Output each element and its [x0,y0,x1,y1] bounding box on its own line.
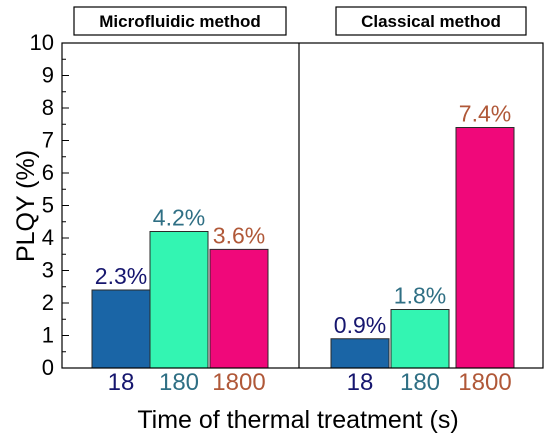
y-tick-label: 0 [42,355,54,380]
titles-layer: PLQY (%) Time of thermal treatment (s) Mic… [12,6,527,434]
ticks-layer: 18 180 1800 18 180 1800 0 1 2 3 4 5 6 7 8 9 10 [30,30,512,396]
data-label: 2.3% [95,263,147,289]
y-tick-label: 1 [42,323,54,348]
x-tick-label: 18 [347,369,374,396]
bars-layer [91,127,515,369]
y-tick-label: 5 [42,193,54,218]
bar [149,231,209,369]
panel-title: Microfluidic method [99,12,261,31]
bar [330,338,390,369]
bar [91,289,151,369]
bar [455,127,515,369]
y-tick-label: 3 [42,258,54,283]
x-tick-label: 180 [159,369,199,396]
panel-title-box [73,6,287,36]
y-axis-title: PLQY (%) [12,150,40,262]
x-tick-label: 18 [108,369,135,396]
y-tick-label: 6 [42,160,54,185]
data-label: 4.2% [153,205,205,231]
y-tick-label: 9 [42,63,54,88]
x-tick-label: 1800 [212,369,265,396]
data-label: 1.8% [394,283,446,309]
y-tick-label: 4 [42,225,54,250]
x-tick-label: 180 [400,369,440,396]
x-axis-title: Time of thermal treatment (s) [137,406,458,434]
x-tick-label: 1800 [458,369,511,396]
data-labels-layer: 2.3% 4.2% 3.6% 0.9% 1.8% 7.4% [95,101,511,338]
y-tick-label: 7 [42,128,54,153]
panel-title: Classical method [361,12,501,31]
bar [390,309,450,369]
bar [209,248,269,369]
data-label: 0.9% [334,312,386,338]
y-tick-label: 10 [30,30,54,55]
y-tick-label: 8 [42,95,54,120]
y-tick-label: 2 [42,290,54,315]
data-label: 7.4% [459,101,511,127]
panel-title-box [335,6,527,36]
data-label: 3.6% [213,222,265,248]
